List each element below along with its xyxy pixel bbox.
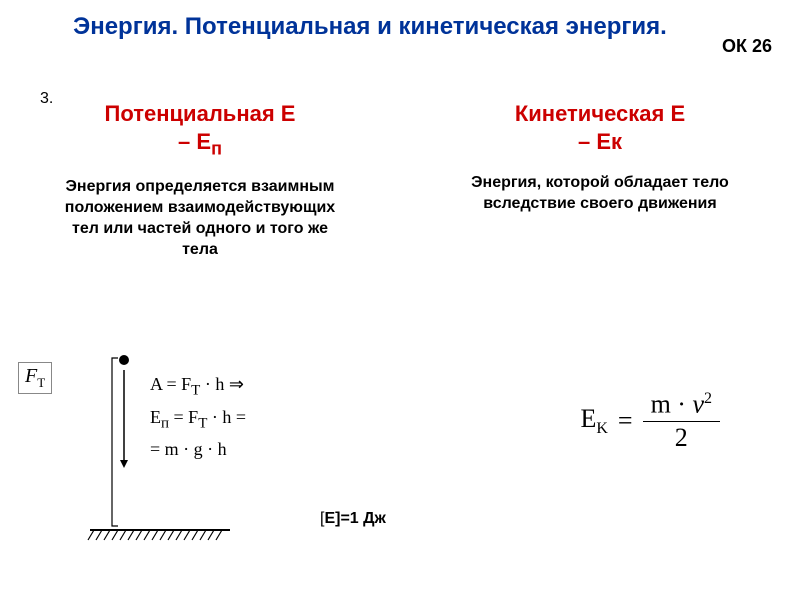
diagram-height-bracket: [112, 358, 118, 526]
fraction-denominator: 2: [675, 422, 688, 453]
diagram-arrowhead-icon: [120, 460, 128, 468]
potential-heading: Потенциальная Е – Еп: [30, 100, 370, 159]
content-columns: Потенциальная Е – Еп Энергия определяетс…: [0, 100, 800, 261]
kinetic-energy-column: Кинетическая Е – Ек Энергия, которой обл…: [400, 100, 800, 261]
kinetic-formula-lhs: EK: [580, 404, 607, 438]
potential-energy-column: Потенциальная Е – Еп Энергия определяетс…: [0, 100, 400, 261]
formula-work: A = FТ · h ⇒: [150, 370, 246, 403]
kinetic-formula-eq: =: [618, 406, 633, 436]
diagram-ground-hatch: [88, 530, 222, 540]
kinetic-heading-line2: – Ек: [578, 129, 622, 154]
page-title: Энергия. Потенциальная и кинетическая эн…: [0, 0, 800, 46]
potential-heading-line2: – Е: [178, 129, 211, 154]
ok-label: ОК 26: [722, 36, 772, 57]
unit-text: Е]=1 Дж: [324, 510, 385, 527]
potential-formulas: A = FТ · h ⇒ Еп = FТ · h = = m · g · h: [150, 370, 246, 464]
kinetic-heading: Кинетическая Е – Ек: [430, 100, 770, 155]
potential-heading-line1: Потенциальная Е: [105, 101, 296, 126]
kinetic-heading-line1: Кинетическая Е: [515, 101, 685, 126]
formula-mgh: = m · g · h: [150, 435, 246, 464]
energy-unit: [Е]=1 Дж: [320, 510, 386, 528]
potential-heading-sub: п: [211, 138, 222, 158]
kinetic-description: Энергия, которой обладает тело вследстви…: [430, 173, 770, 215]
potential-description: Энергия определяется взаимным положением…: [30, 177, 370, 260]
diagram-ball-icon: [119, 355, 129, 365]
formula-potential-energy: Еп = FТ · h =: [150, 403, 246, 436]
kinetic-formula-fraction: m · v2 2: [643, 390, 720, 453]
kinetic-formula: EK = m · v2 2: [580, 390, 720, 453]
fraction-numerator: m · v2: [643, 390, 720, 422]
